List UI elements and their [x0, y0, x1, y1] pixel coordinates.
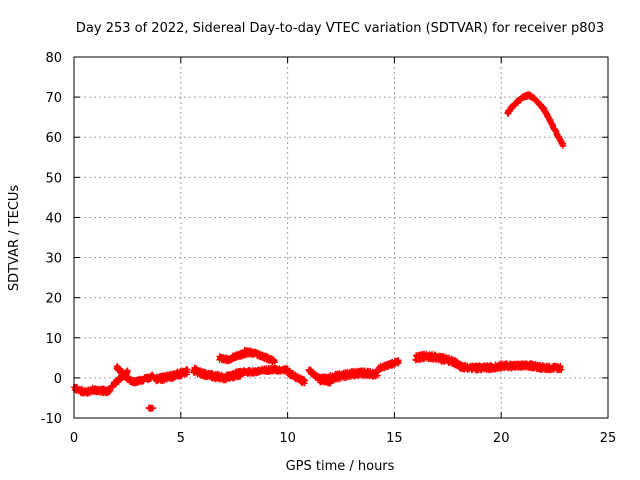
y-tick-label: 10 [45, 332, 62, 347]
data-points [70, 91, 567, 412]
data-point [149, 405, 156, 412]
x-tick-label: 15 [386, 431, 403, 446]
y-tick-label: 0 [54, 372, 62, 387]
y-tick-label: 40 [45, 211, 62, 226]
x-axis-label: GPS time / hours [286, 459, 395, 474]
y-tick-label: 30 [45, 252, 62, 267]
y-tick-label: 20 [45, 292, 62, 307]
y-axis-label: SDTVAR / TECUs [7, 185, 22, 292]
y-tick-label: 50 [45, 171, 62, 186]
x-tick-label: 20 [493, 431, 510, 446]
x-tick-label: 10 [279, 431, 296, 446]
y-tick-label: -10 [41, 412, 62, 427]
x-tick-label: 5 [177, 431, 185, 446]
y-tick-label: 70 [45, 91, 62, 106]
y-tick-label: 60 [45, 131, 62, 146]
data-point [107, 386, 114, 393]
data-point [301, 380, 308, 387]
data-point [272, 359, 279, 366]
chart-title: Day 253 of 2022, Sidereal Day-to-day VTE… [76, 21, 604, 36]
y-tick-label: 80 [45, 51, 62, 66]
data-point [271, 358, 278, 365]
x-tick-label: 0 [70, 431, 78, 446]
x-tick-label: 25 [600, 431, 617, 446]
data-point [184, 366, 191, 373]
data-point [183, 371, 190, 378]
data-point [124, 367, 131, 374]
